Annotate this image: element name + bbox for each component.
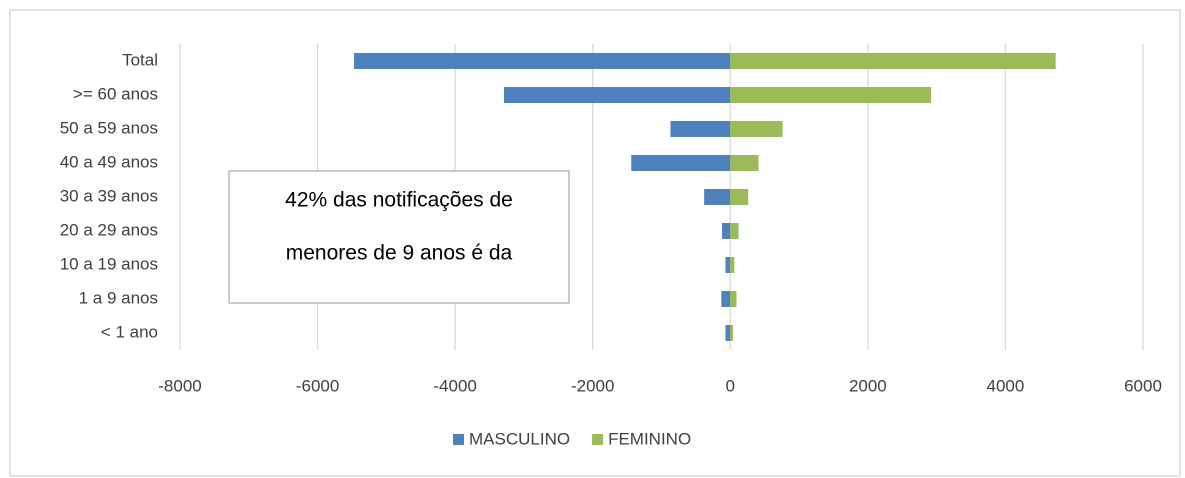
y-tick-label: 20 a 29 anos xyxy=(60,220,158,239)
x-tick-label: 4000 xyxy=(987,376,1025,395)
legend-label: MASCULINO xyxy=(469,429,570,448)
annotation: menores de 9 anos é da xyxy=(286,242,513,265)
bar xyxy=(730,223,739,239)
bar xyxy=(730,53,1056,69)
bar xyxy=(725,257,731,273)
y-tick-label: >= 60 anos xyxy=(73,84,158,103)
bar xyxy=(631,155,731,171)
bar xyxy=(670,121,731,137)
bar xyxy=(722,223,731,239)
x-tick-label: -2000 xyxy=(571,376,614,395)
bar xyxy=(730,87,932,103)
y-tick-label: 30 a 39 anos xyxy=(60,186,158,205)
legend-swatch xyxy=(453,434,464,445)
bar xyxy=(503,87,731,103)
bar xyxy=(730,189,749,205)
bar xyxy=(354,53,731,69)
bar xyxy=(730,121,783,137)
bar xyxy=(730,325,734,341)
y-tick-label: < 1 ano xyxy=(101,322,158,341)
bar xyxy=(725,325,731,341)
annotation: 42% das notificações de xyxy=(285,189,513,212)
y-tick-label: 10 a 19 anos xyxy=(60,254,158,273)
x-tick-label: 6000 xyxy=(1124,376,1162,395)
legend-label: FEMININO xyxy=(608,429,691,448)
x-tick-label: -8000 xyxy=(158,376,201,395)
bar xyxy=(721,291,731,307)
legend-swatch xyxy=(592,434,604,445)
x-tick-label: 2000 xyxy=(849,376,887,395)
chart-border xyxy=(9,9,1181,477)
x-tick-label: -4000 xyxy=(433,376,476,395)
y-tick-label: Total xyxy=(122,50,158,69)
x-tick-label: -6000 xyxy=(296,376,339,395)
y-tick-label: 40 a 49 anos xyxy=(60,152,158,171)
bar xyxy=(730,257,735,273)
y-tick-label: 1 a 9 anos xyxy=(79,288,158,307)
y-tick-label: 50 a 59 anos xyxy=(60,118,158,137)
bar xyxy=(730,155,759,171)
bar xyxy=(730,291,737,307)
x-tick-label: 0 xyxy=(726,376,735,395)
bar xyxy=(704,189,731,205)
annotation-box xyxy=(228,170,570,304)
